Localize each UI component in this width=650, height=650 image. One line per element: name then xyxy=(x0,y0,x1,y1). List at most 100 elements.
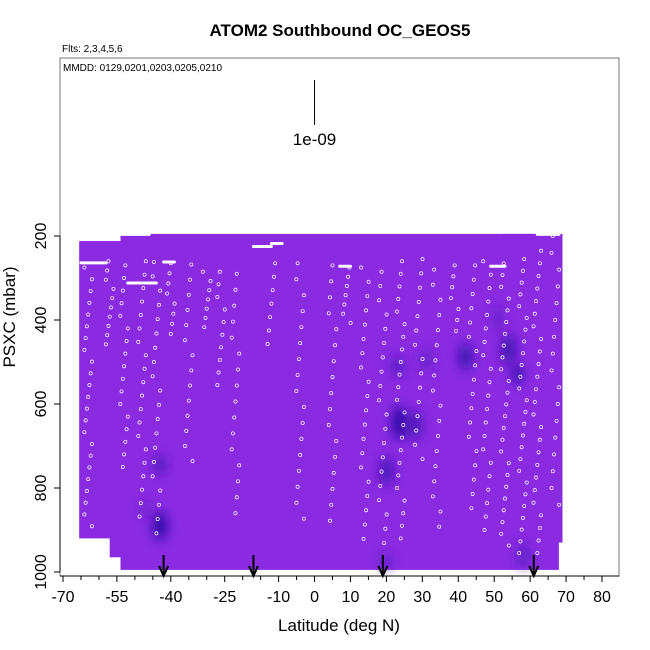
sample-point xyxy=(482,433,487,438)
sample-point xyxy=(473,463,478,468)
sample-point xyxy=(216,282,221,287)
sample-point xyxy=(380,455,385,460)
sample-point xyxy=(430,494,435,499)
sample-point xyxy=(505,473,510,477)
sample-point xyxy=(328,518,332,523)
sample-point xyxy=(377,398,381,403)
sample-point xyxy=(539,336,544,341)
sample-point xyxy=(348,320,353,325)
sample-point xyxy=(140,393,145,398)
sample-point xyxy=(536,450,541,455)
sample-point xyxy=(138,407,143,411)
sample-point xyxy=(470,292,475,296)
sample-point xyxy=(534,299,539,304)
sample-point xyxy=(136,339,141,344)
sample-point xyxy=(488,366,493,371)
curtain-block xyxy=(109,534,143,558)
sample-point xyxy=(483,326,488,331)
sample-point xyxy=(151,460,156,464)
x-axis: -70 -55 -40 -25 -10 0 10 20 30 40 50 60 70 80 xyxy=(51,575,619,606)
sample-point xyxy=(420,457,425,461)
sample-point xyxy=(522,504,527,509)
sample-point xyxy=(233,287,238,292)
sample-point xyxy=(362,422,367,427)
x-tick-label: 70 xyxy=(557,589,575,606)
sample-point xyxy=(401,334,406,339)
sample-point xyxy=(222,307,227,312)
sample-point xyxy=(501,261,506,266)
sample-point xyxy=(539,425,544,430)
sample-point xyxy=(418,385,422,390)
sample-point xyxy=(142,366,147,371)
sample-point xyxy=(486,299,491,304)
sample-point xyxy=(82,512,87,517)
sample-point xyxy=(221,320,226,325)
sample-point xyxy=(503,496,507,501)
sample-point xyxy=(217,269,222,274)
sample-point xyxy=(346,274,351,279)
sample-point xyxy=(471,277,476,282)
concentration-cell xyxy=(154,513,166,539)
sample-point xyxy=(137,420,142,425)
sample-point xyxy=(415,314,420,319)
sample-point xyxy=(485,501,489,506)
sample-point xyxy=(343,293,348,298)
sample-point xyxy=(482,528,487,532)
sample-point xyxy=(384,312,389,317)
sample-point xyxy=(89,441,94,446)
scale-bar: 1e-09 xyxy=(293,80,336,149)
sample-point xyxy=(185,413,190,418)
sample-point xyxy=(518,457,523,461)
sample-point xyxy=(536,538,541,543)
sample-point xyxy=(158,388,163,393)
sample-point xyxy=(505,308,510,313)
sample-point xyxy=(501,343,506,348)
sample-point xyxy=(204,306,209,311)
sample-point xyxy=(150,374,155,379)
x-tick-label: 20 xyxy=(378,589,396,606)
sample-point xyxy=(123,439,128,444)
sample-point xyxy=(301,404,306,409)
sample-point xyxy=(474,349,479,354)
sample-point xyxy=(184,323,189,327)
sample-point xyxy=(138,501,143,506)
concentration-cell xyxy=(154,456,166,474)
sample-point xyxy=(215,294,220,299)
sample-point xyxy=(395,397,399,402)
sample-point xyxy=(143,447,148,452)
sample-point xyxy=(270,288,275,293)
sample-point xyxy=(383,526,388,531)
sample-point xyxy=(469,406,474,411)
sample-point xyxy=(437,418,442,423)
sample-point xyxy=(378,483,383,488)
sample-point xyxy=(206,297,210,302)
sample-point xyxy=(481,259,486,264)
sample-point xyxy=(398,448,403,453)
sample-point xyxy=(88,371,93,376)
sample-point xyxy=(500,355,505,360)
sample-point xyxy=(383,426,388,431)
sample-point xyxy=(453,328,458,333)
sample-point xyxy=(437,524,442,529)
sample-point xyxy=(156,502,161,507)
sample-point xyxy=(438,297,443,302)
x-tick-label: 10 xyxy=(342,589,360,606)
sample-point xyxy=(188,383,192,388)
sample-point xyxy=(328,295,332,300)
sample-point xyxy=(82,347,87,352)
sample-point xyxy=(398,536,403,541)
sample-point xyxy=(395,309,399,314)
sample-point xyxy=(123,263,128,268)
sample-point xyxy=(326,311,331,316)
sample-point xyxy=(219,345,224,350)
sample-point xyxy=(125,326,130,331)
sample-point xyxy=(216,370,221,375)
sample-point xyxy=(236,479,240,484)
sample-point xyxy=(437,313,442,317)
sample-point xyxy=(539,248,544,253)
sample-point xyxy=(522,257,527,262)
sample-point xyxy=(273,261,278,266)
sample-point xyxy=(364,308,369,313)
sample-point xyxy=(400,523,404,528)
sample-point xyxy=(190,459,195,464)
